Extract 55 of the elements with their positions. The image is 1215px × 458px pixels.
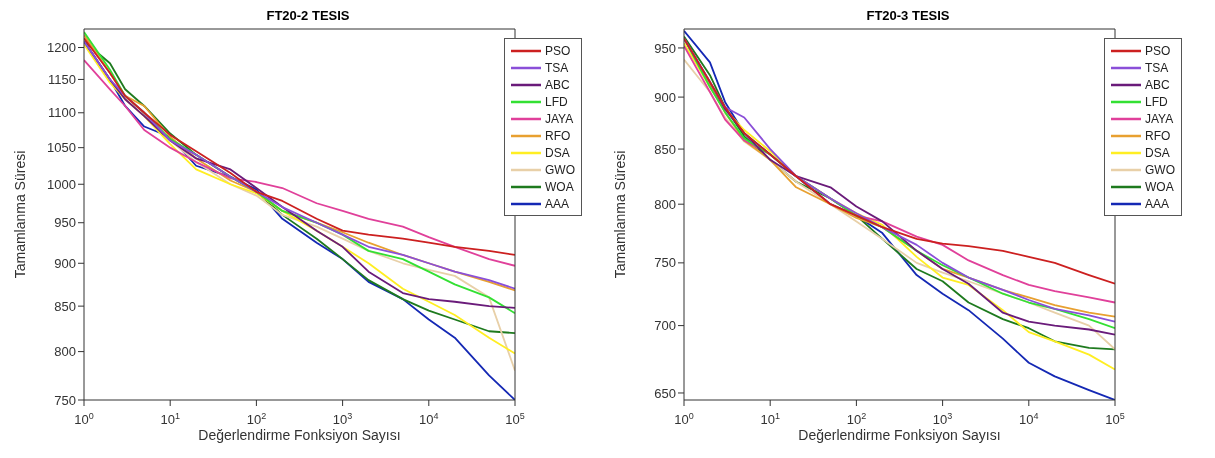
- x-tick-label: 10$^{1}$: [760, 411, 780, 427]
- y-tick-label: 950: [54, 215, 76, 231]
- y-tick-label: 850: [54, 298, 76, 314]
- legend-label: RFO: [545, 128, 571, 143]
- x-tick-label: 10$^{3}$: [332, 411, 353, 427]
- x-tick-label: 10$^{0}$: [674, 411, 694, 427]
- y-tick-label: 1200: [47, 40, 76, 56]
- legend-label: LFD: [1145, 94, 1168, 109]
- legend-label: LFD: [545, 94, 568, 109]
- legend-label: PSO: [545, 43, 571, 58]
- y-tick-label: 750: [54, 392, 76, 408]
- x-tick-label: 10$^{1}$: [160, 411, 180, 427]
- y-tick-label: 850: [654, 141, 676, 157]
- x-tick-label: 10$^{0}$: [74, 411, 94, 427]
- y-tick-label: 700: [654, 318, 676, 334]
- y-axis-title: Tamamlanma Süresi: [611, 150, 628, 279]
- chart-title: FT20-2 TESIS: [265, 8, 351, 24]
- y-axis-title: Tamamlanma Süresi: [11, 150, 28, 279]
- x-tick-label: 10$^{4}$: [419, 411, 439, 427]
- y-tick-label: 950: [654, 40, 676, 56]
- legend-label: RFO: [1145, 128, 1171, 143]
- y-tick-label: 900: [654, 89, 676, 105]
- y-tick-label: 800: [54, 344, 76, 360]
- x-tick-label: 10$^{4}$: [1019, 411, 1039, 427]
- y-tick-label: 1000: [47, 176, 76, 192]
- legend-label: JAYA: [545, 111, 574, 126]
- chart-title: FT20-3 TESIS: [865, 8, 951, 24]
- x-tick-label: 10$^{5}$: [505, 411, 525, 427]
- legend-label: ABC: [1145, 77, 1170, 92]
- x-tick-label: 10$^{2}$: [846, 411, 867, 427]
- legend-label: PSO: [1145, 43, 1171, 58]
- legend-label: TSA: [1145, 60, 1169, 75]
- y-tick-label: 1050: [47, 140, 76, 156]
- x-tick-label: 10$^{3}$: [932, 411, 953, 427]
- legend-label: AAA: [545, 196, 570, 211]
- legend-label: TSA: [545, 60, 569, 75]
- y-tick-label: 650: [654, 385, 676, 401]
- legend-label: DSA: [1145, 145, 1170, 160]
- y-tick-label: 900: [54, 255, 76, 271]
- legend-label: ABC: [545, 77, 570, 92]
- y-tick-label: 1100: [48, 105, 76, 121]
- x-tick-label: 10$^{5}$: [1105, 411, 1125, 427]
- legend-label: GWO: [545, 162, 575, 177]
- legend-label: GWO: [1145, 162, 1175, 177]
- legend-label: JAYA: [1145, 111, 1174, 126]
- y-tick-label: 750: [654, 255, 676, 271]
- y-tick-label: 1150: [48, 72, 76, 88]
- legend-label: AAA: [1145, 196, 1170, 211]
- legend-label: WOA: [1145, 179, 1174, 194]
- x-axis-title: Değerlendirme Fonksiyon Sayısı: [798, 427, 1001, 443]
- legend-label: DSA: [545, 145, 570, 160]
- x-axis-title: Değerlendirme Fonksiyon Sayısı: [198, 427, 401, 443]
- legend-label: WOA: [545, 179, 574, 194]
- y-tick-label: 800: [654, 196, 676, 212]
- x-tick-label: 10$^{2}$: [246, 411, 267, 427]
